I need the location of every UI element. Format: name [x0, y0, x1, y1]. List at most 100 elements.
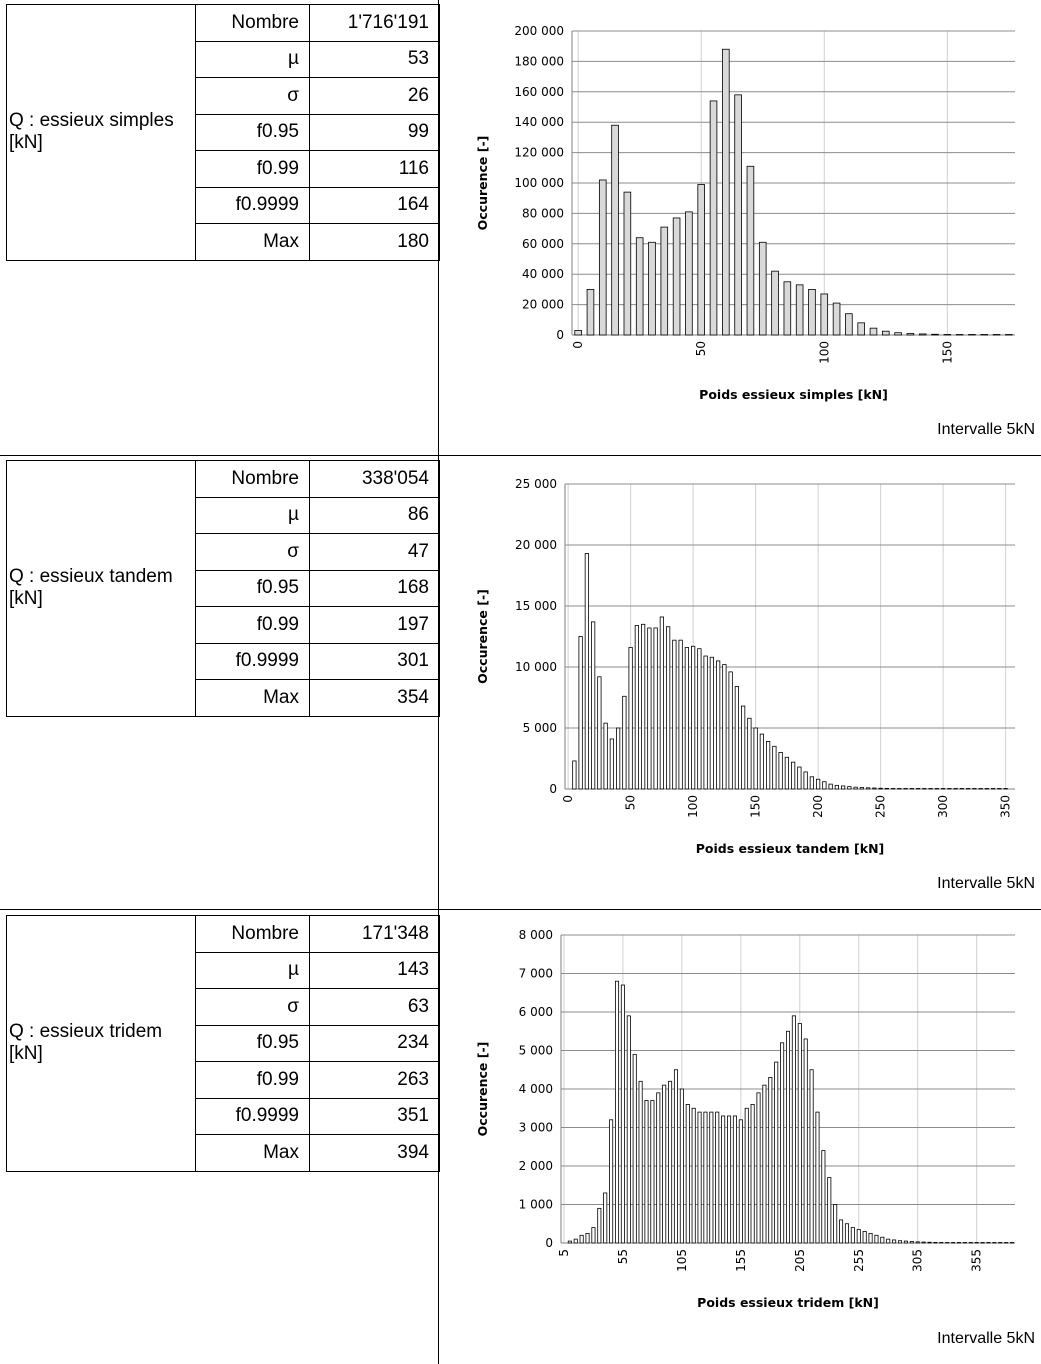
x-tick-label: 200	[811, 795, 825, 818]
bar	[947, 788, 952, 790]
bar	[874, 1234, 879, 1244]
section-simples: Q : essieux simples [kN] Nombre 1'716'19…	[0, 3, 1041, 455]
bar	[672, 639, 677, 790]
bar	[980, 1242, 985, 1244]
bar	[897, 788, 902, 790]
bar	[833, 1204, 838, 1244]
bar	[597, 1207, 602, 1244]
bar	[966, 788, 971, 790]
bar	[783, 281, 792, 336]
y-tick-label: 2 000	[519, 1159, 553, 1173]
bar	[844, 1223, 849, 1244]
bar	[644, 1100, 649, 1244]
stat-name: µ	[195, 951, 310, 989]
x-tick-label: 150	[940, 341, 954, 364]
bar	[909, 788, 914, 790]
stat-value: 180	[309, 223, 440, 261]
stat-value: 168	[309, 569, 440, 607]
stat-value: 116	[309, 150, 440, 188]
bar	[728, 671, 733, 790]
bar	[722, 48, 730, 336]
y-tick-label: 6 000	[519, 1005, 553, 1019]
bar	[647, 627, 652, 790]
bar	[609, 1119, 614, 1244]
x-tick-label: 100	[817, 341, 831, 364]
bar	[1005, 334, 1013, 336]
bar	[780, 1042, 785, 1244]
bar	[862, 1231, 867, 1244]
bar	[859, 787, 864, 790]
bar	[623, 191, 632, 336]
bar	[978, 788, 983, 790]
bar	[959, 788, 964, 790]
x-tick-label: 100	[686, 795, 700, 818]
y-tick-label: 140 000	[514, 115, 564, 129]
bar	[634, 625, 639, 790]
x-tick-label: 355	[970, 1249, 984, 1272]
bar	[746, 165, 755, 336]
bar	[934, 788, 939, 790]
section-tandem: Q : essieux tandem [kN] Nombre 338'054 µ…	[0, 459, 1041, 909]
stat-value: 26	[309, 77, 440, 115]
bar	[892, 1239, 897, 1244]
y-axis-title: Occurence [-]	[475, 1042, 490, 1137]
stat-name: µ	[195, 496, 310, 534]
bar	[668, 1080, 673, 1244]
stat-value: 351	[309, 1097, 440, 1135]
interval-note: Intervalle 5kN	[937, 1330, 1035, 1347]
bar	[622, 695, 627, 790]
stat-name: f0.9999	[195, 186, 310, 224]
bar	[609, 738, 614, 790]
y-tick-label: 8 000	[519, 928, 553, 942]
bar	[827, 1177, 832, 1244]
y-tick-label: 180 000	[514, 54, 564, 68]
bar	[980, 334, 989, 336]
bar	[791, 1015, 796, 1244]
y-tick-label: 20 000	[515, 538, 557, 552]
bar	[797, 1023, 802, 1244]
bar	[697, 184, 705, 336]
bar	[591, 621, 596, 790]
bar	[992, 334, 1001, 336]
bar	[584, 553, 589, 790]
y-tick-label: 10 000	[515, 660, 557, 674]
stat-name: µ	[195, 40, 310, 78]
bar	[648, 241, 656, 336]
bar	[953, 788, 958, 790]
y-tick-label: 0	[545, 1236, 553, 1250]
stat-value: 143	[309, 951, 440, 989]
bar	[703, 655, 708, 790]
stat-name: Nombre	[195, 460, 310, 498]
y-tick-label: 3 000	[519, 1121, 553, 1135]
bar	[611, 124, 619, 336]
stat-name: Max	[195, 679, 310, 717]
stats-table: Q : essieux tandem [kN] Nombre 338'054 µ…	[6, 460, 440, 717]
section-divider	[0, 909, 1041, 910]
stat-value: 394	[309, 1134, 440, 1172]
bar	[662, 1084, 667, 1244]
bar	[853, 786, 858, 790]
row-label: Q : essieux simples [kN]	[6, 4, 196, 261]
section-tridem: Q : essieux tridem [kN] Nombre 171'348 µ…	[0, 914, 1041, 1364]
bar	[828, 783, 833, 790]
bar	[834, 784, 839, 790]
y-tick-label: 0	[549, 782, 557, 796]
stat-value: 86	[309, 496, 440, 534]
bar	[641, 623, 646, 790]
bar	[884, 787, 889, 790]
y-tick-label: 120 000	[514, 146, 564, 160]
bar	[653, 627, 658, 790]
y-tick-label: 5 000	[523, 721, 557, 735]
bar	[672, 217, 681, 336]
bar	[758, 241, 767, 336]
bar	[772, 745, 777, 790]
y-tick-label: 15 000	[515, 599, 557, 613]
row-label: Q : essieux tridem [kN]	[6, 915, 196, 1172]
x-tick-label: 50	[694, 341, 708, 356]
stat-name: f0.99	[195, 1061, 310, 1099]
bar	[931, 333, 939, 336]
bar	[585, 1232, 590, 1244]
bar	[744, 1107, 749, 1244]
bar	[753, 727, 758, 790]
bar	[768, 1077, 773, 1244]
